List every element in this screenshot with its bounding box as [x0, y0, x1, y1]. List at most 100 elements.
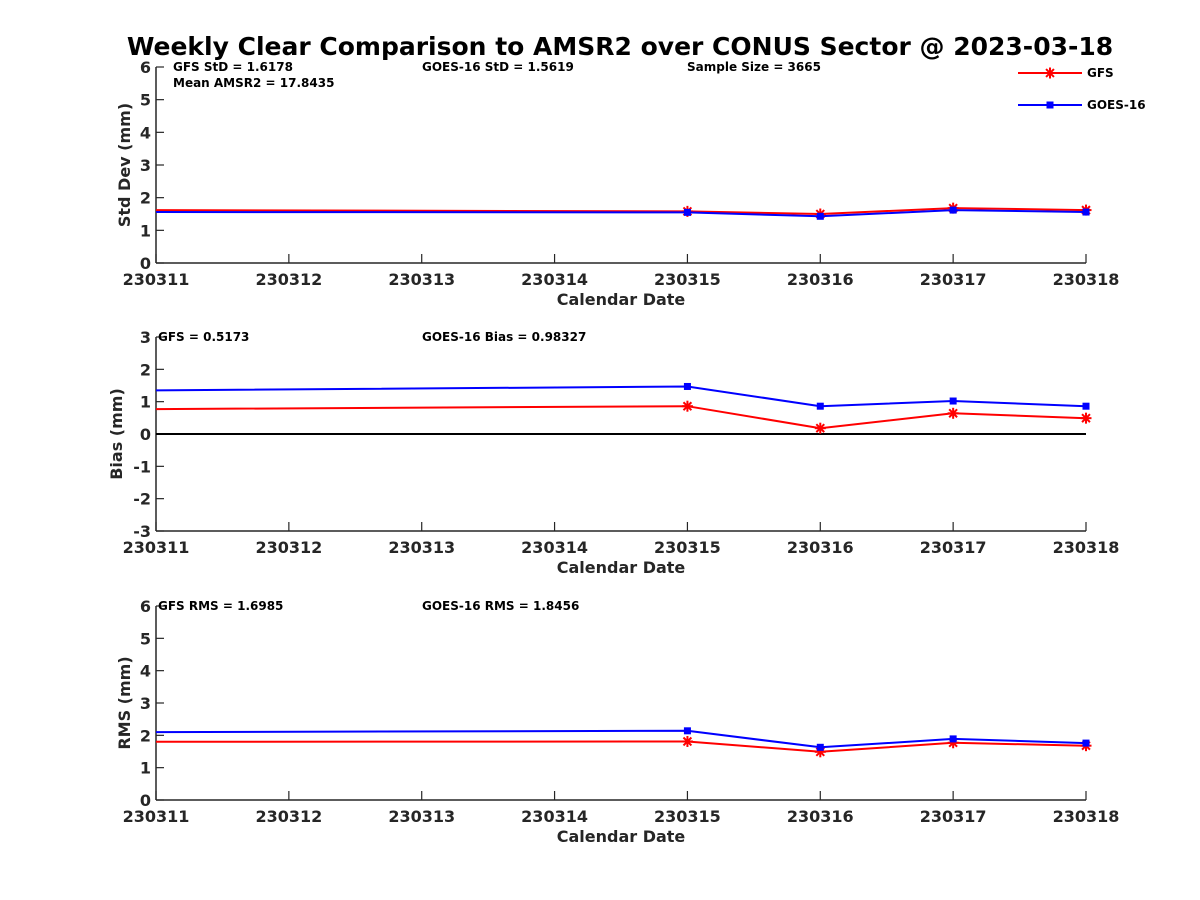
y-tick-label: 6 [140, 597, 151, 616]
x-tick-label: 230311 [123, 538, 190, 557]
x-axis-label: Calendar Date [557, 290, 686, 309]
y-tick-label: 1 [140, 393, 151, 412]
y-tick-label: 5 [140, 629, 151, 648]
legend-marker-gfs [1044, 67, 1056, 79]
stat-annotation: GFS StD = 1.6178 [173, 60, 293, 74]
series-line-goes16 [155, 729, 1087, 749]
series-line-gfs [155, 740, 1087, 753]
chart-panel-1: 0 1 2 3 4 5 6 230311 230312 230313 230314 230315 230… [115, 58, 1119, 309]
data-point-goes16 [816, 402, 824, 410]
y-axis-label: RMS (mm) [115, 656, 134, 749]
y-tick-label: 2 [140, 189, 151, 208]
data-point-goes16 [816, 212, 824, 220]
data-point-goes16 [683, 208, 691, 216]
data-point-goes16 [1082, 208, 1090, 216]
series-goes16 [155, 206, 1090, 220]
chart-panel-3: 0 1 2 3 4 5 6 230311 230312 230313 230314 230315 230… [115, 597, 1119, 846]
data-point-goes16 [949, 206, 957, 214]
x-tick-label: 230312 [255, 270, 322, 289]
stat-annotation: GOES-16 Bias = 0.98327 [422, 330, 586, 344]
legend: GFS GOES-16 [1018, 66, 1146, 112]
data-point-gfs [947, 407, 959, 419]
series-gfs [155, 400, 1092, 434]
series-line-goes16 [155, 385, 1087, 408]
y-tick-label: 3 [140, 156, 151, 175]
y-axis-label: Bias (mm) [107, 388, 126, 480]
x-tick-label: 230315 [654, 270, 721, 289]
x-tick-label: 230312 [255, 538, 322, 557]
y-tick-label: 4 [140, 123, 151, 142]
y-tick-label: 4 [140, 662, 151, 681]
x-tick-label: 230315 [654, 807, 721, 826]
legend-label-goes16: GOES-16 [1087, 98, 1146, 112]
y-tick-label: 6 [140, 58, 151, 77]
figure-title: Weekly Clear Comparison to AMSR2 over CO… [127, 32, 1113, 61]
stat-annotation: GOES-16 StD = 1.5619 [422, 60, 574, 74]
x-tick-label: 230313 [388, 270, 455, 289]
x-tick-label: 230314 [521, 270, 588, 289]
legend-marker-gfs-stroke-d2 [1045, 68, 1055, 78]
stat-annotation: GOES-16 RMS = 1.8456 [422, 599, 579, 613]
y-tick-label: 3 [140, 328, 151, 347]
data-point-gfs-stroke-d2 [1081, 413, 1091, 423]
x-tick-label: 230311 [123, 807, 190, 826]
legend-label-gfs: GFS [1087, 66, 1114, 80]
x-tick-label: 230317 [920, 538, 987, 557]
y-tick-label: -1 [133, 457, 151, 476]
data-point-gfs [1080, 412, 1092, 424]
data-point-goes16 [683, 382, 691, 390]
y-tick-label: 5 [140, 91, 151, 110]
x-tick-label: 230313 [388, 807, 455, 826]
data-point-gfs-stroke-d2 [682, 736, 693, 747]
y-tick-label: -2 [133, 490, 151, 509]
y-tick-label: 2 [140, 360, 151, 379]
y-tick-label: 0 [140, 425, 151, 444]
legend-marker-goes16 [1046, 101, 1054, 109]
x-tick-label: 230315 [654, 538, 721, 557]
y-tick-label: -3 [133, 522, 151, 541]
data-point-goes16 [816, 743, 824, 751]
x-tick-label: 230318 [1053, 807, 1120, 826]
data-point-goes16 [1082, 402, 1090, 410]
y-tick-label: 1 [140, 221, 151, 240]
y-tick-label: 2 [140, 726, 151, 745]
y-tick-label: 3 [140, 694, 151, 713]
x-axis-label: Calendar Date [557, 558, 686, 577]
y-tick-label: 0 [140, 254, 151, 273]
data-point-gfs [814, 422, 826, 434]
chart-panel-2: -3 -2 -1 0 1 2 3 230311 230312 230313 230314 230315… [107, 328, 1119, 577]
stat-annotation: GFS RMS = 1.6985 [158, 599, 283, 613]
x-tick-label: 230314 [521, 538, 588, 557]
x-tick-label: 230314 [521, 807, 588, 826]
data-point-goes16 [683, 727, 691, 735]
y-axis-label: Std Dev (mm) [115, 103, 134, 227]
data-point-gfs-stroke-d2 [948, 408, 958, 418]
data-point-gfs [681, 400, 693, 412]
x-tick-label: 230317 [920, 270, 987, 289]
x-tick-label: 230312 [255, 807, 322, 826]
data-point-gfs-stroke-d2 [682, 401, 693, 411]
x-tick-label: 230316 [787, 807, 854, 826]
data-point-gfs-stroke-d2 [815, 423, 825, 433]
series-goes16 [155, 727, 1090, 751]
data-point-goes16 [949, 397, 957, 405]
data-point-goes16 [1082, 739, 1090, 747]
x-tick-label: 230318 [1053, 538, 1120, 557]
stat-annotation: GFS = 0.5173 [158, 330, 249, 344]
x-axis-label: Calendar Date [557, 827, 686, 846]
x-tick-label: 230316 [787, 538, 854, 557]
x-tick-label: 230311 [123, 270, 190, 289]
x-tick-label: 230317 [920, 807, 987, 826]
data-point-gfs [681, 735, 693, 747]
series-line-gfs [155, 405, 1087, 430]
x-tick-label: 230313 [388, 538, 455, 557]
legend-item-goes16: GOES-16 [1018, 98, 1146, 112]
x-tick-label: 230318 [1053, 270, 1120, 289]
stat-annotation: Mean AMSR2 = 17.8435 [173, 76, 334, 90]
series-goes16 [155, 382, 1090, 410]
stat-annotation: Sample Size = 3665 [687, 60, 821, 74]
y-tick-label: 1 [140, 759, 151, 778]
data-point-goes16 [949, 735, 957, 743]
